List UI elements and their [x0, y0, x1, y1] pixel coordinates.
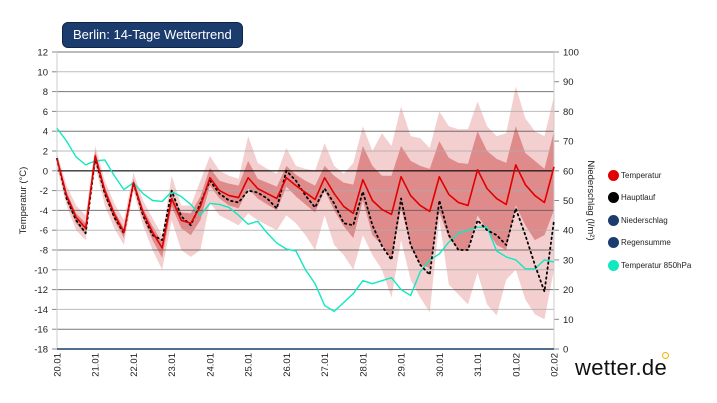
- y2-tick-label: 90: [563, 77, 574, 88]
- y-tick-label: 6: [43, 107, 48, 118]
- x-tick-label: 22.01: [129, 353, 140, 377]
- legend-item[interactable]: Niederschlag: [608, 209, 691, 232]
- series-line: [56, 127, 555, 313]
- x-tick-label: 21.01: [91, 353, 102, 377]
- x-tick-label: 23.01: [167, 353, 178, 377]
- series-line: [56, 155, 555, 249]
- y2-tick-label: 30: [563, 255, 574, 266]
- x-tick-label: 25.01: [244, 353, 255, 377]
- legend: Temperatur Hauptlauf Niederschlag Regensumm…: [608, 164, 691, 277]
- legend-swatch-icon: [608, 259, 619, 271]
- x-tick-label: 29.01: [397, 353, 408, 377]
- inner-range-band: [57, 126, 554, 268]
- y2-tick-label: 40: [563, 226, 574, 237]
- legend-label: Niederschlag: [621, 215, 668, 225]
- y-tick-label: -4: [40, 206, 48, 217]
- legend-label: Hauptlauf: [621, 193, 656, 203]
- x-tick-label: 31.01: [473, 353, 484, 377]
- x-tick-label: 28.01: [358, 353, 369, 377]
- y2-tick-label: 0: [563, 345, 568, 356]
- y-tick-label: 0: [43, 166, 48, 177]
- y-tick-label: -10: [34, 265, 48, 276]
- y2-tick-label: 70: [563, 137, 574, 148]
- x-tick-label: 01.02: [511, 353, 522, 377]
- legend-swatch-icon: [608, 169, 619, 181]
- legend-item[interactable]: Hauptlauf: [608, 187, 691, 210]
- y2-tick-label: 50: [563, 196, 574, 207]
- y-tick-label: 12: [37, 48, 48, 59]
- x-tick-label: 26.01: [282, 353, 293, 377]
- y-tick-label: -6: [40, 226, 48, 237]
- legend-label: Regensumme: [621, 238, 671, 248]
- series-temperatur-850hpa: [56, 127, 555, 313]
- y-tick-label: -18: [34, 345, 48, 356]
- logo-dot-icon: [662, 352, 669, 359]
- y-axis-label: Temperatur (°C): [18, 167, 29, 235]
- legend-label: Temperatur: [621, 170, 662, 180]
- y-tick-label: -12: [34, 285, 48, 296]
- legend-item[interactable]: Temperatur: [608, 164, 691, 187]
- x-tick-label: 24.01: [205, 353, 216, 377]
- legend-label: Temperatur 850hPa: [621, 260, 692, 270]
- x-tick-label: 30.01: [435, 353, 446, 377]
- series-temperatur: [56, 155, 555, 249]
- y-tick-label: -14: [34, 305, 48, 316]
- legend-swatch-icon: [608, 214, 619, 226]
- x-tick-label: 02.02: [550, 353, 561, 377]
- x-tick-label: 20.01: [53, 353, 64, 377]
- y2-tick-label: 60: [563, 166, 574, 177]
- legend-swatch-icon: [608, 237, 619, 249]
- y2-tick-label: 100: [563, 48, 579, 59]
- y2-axis-label: Niederschlag (l/m²): [585, 160, 596, 240]
- y-tick-label: -16: [34, 325, 48, 336]
- y-tick-label: 2: [43, 147, 48, 158]
- wetter-de-logo: wetter.de: [575, 355, 667, 380]
- legend-item[interactable]: Regensumme: [608, 232, 691, 255]
- y-tick-label: 10: [37, 67, 48, 78]
- y-tick-label: 8: [43, 87, 48, 98]
- chart-title: Berlin: 14-Tage Wettertrend: [62, 22, 243, 48]
- legend-item[interactable]: Temperatur 850hPa: [608, 254, 691, 277]
- y2-tick-label: 10: [563, 315, 574, 326]
- x-tick-label: 27.01: [320, 353, 331, 377]
- y-tick-label: 4: [43, 127, 48, 138]
- y2-tick-label: 20: [563, 285, 574, 296]
- y2-tick-label: 80: [563, 107, 574, 118]
- y-tick-label: -2: [40, 186, 48, 197]
- y-tick-label: -8: [40, 246, 48, 257]
- legend-swatch-icon: [608, 192, 619, 204]
